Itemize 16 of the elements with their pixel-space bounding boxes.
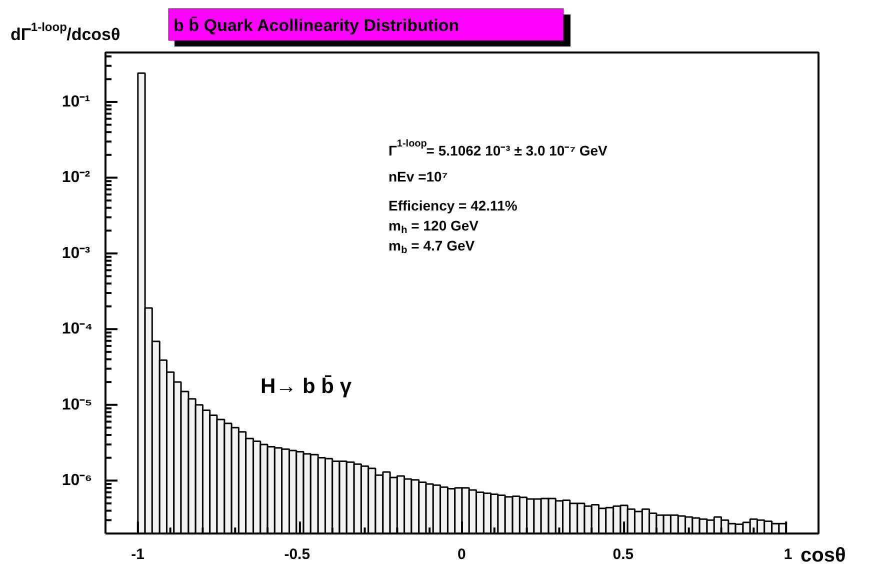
x-tick-label: 1 xyxy=(784,546,792,563)
x-tick-label: -1 xyxy=(131,546,145,563)
annotation: nEv =10⁷ xyxy=(388,168,448,184)
x-tick-label: -0.5 xyxy=(284,546,310,563)
x-axis-title: cosθ xyxy=(800,544,846,566)
y-tick-label: 10⁻⁵ xyxy=(62,396,92,414)
y-tick-label: 10⁻³ xyxy=(62,244,90,262)
chart-title: b b̄ Quark Acollinearity Distribution xyxy=(174,16,460,35)
x-tick-label: 0.5 xyxy=(612,546,634,563)
y-tick-label: 10⁻⁴ xyxy=(62,320,93,338)
x-tick-label: 0 xyxy=(458,546,466,563)
y-tick-label: 10⁻¹ xyxy=(62,93,90,110)
y-tick-label: 10⁻² xyxy=(62,169,90,186)
annotation: H→ b b̄ γ xyxy=(260,374,352,398)
annotation: Efficiency = 42.11% xyxy=(388,198,518,214)
y-tick-label: 10⁻⁶ xyxy=(62,472,92,490)
